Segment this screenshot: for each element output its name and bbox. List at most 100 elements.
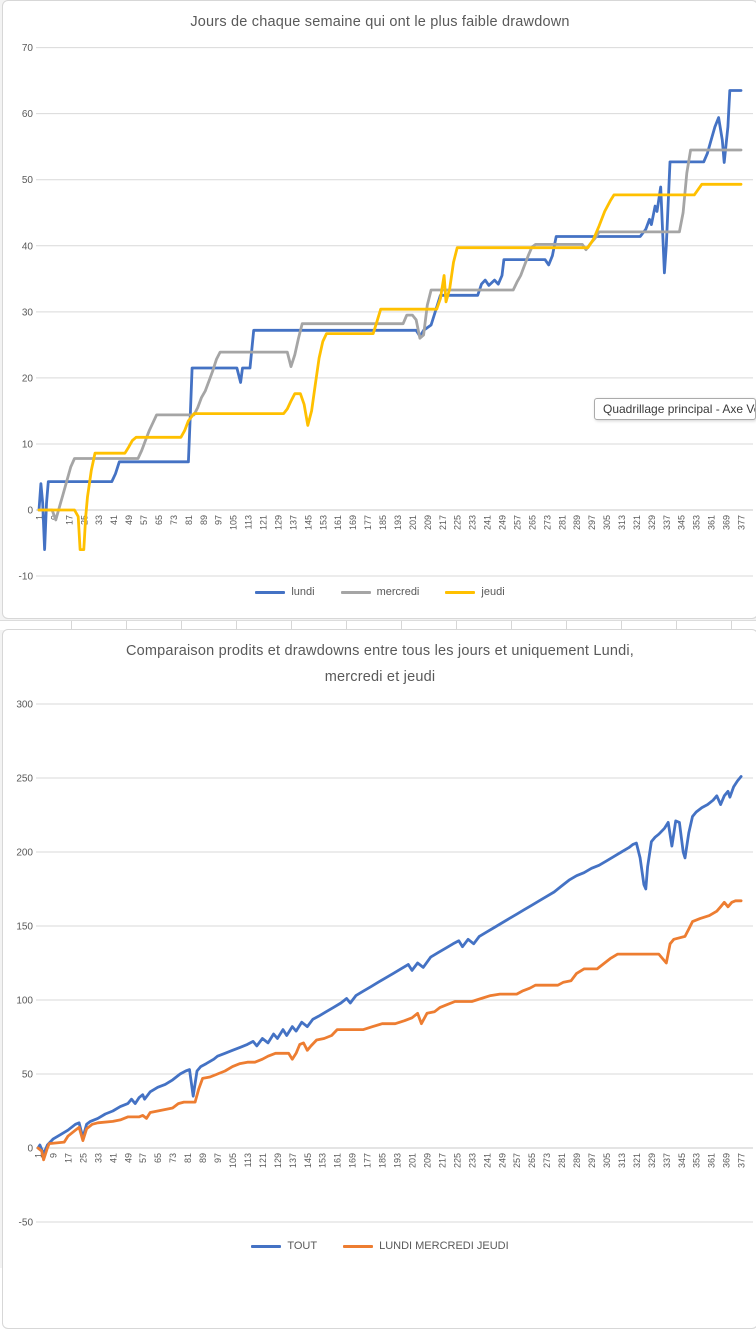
legend-swatch <box>340 590 371 594</box>
x-axis-tick-label: 265 <box>527 1153 537 1168</box>
x-axis-tick-label: 113 <box>243 1153 253 1167</box>
x-axis-tick-label: 33 <box>94 515 104 525</box>
x-axis-tick-label: 353 <box>692 1153 702 1168</box>
x-axis-tick-label: 25 <box>78 1153 88 1163</box>
series-line-jeudi[interactable] <box>37 182 743 551</box>
x-axis-tick-label: 137 <box>288 1153 298 1168</box>
y-axis-tick-label: 30 <box>22 307 34 318</box>
legend-label: lundi <box>291 586 315 598</box>
x-axis-tick-label: 201 <box>408 515 418 530</box>
legend-swatch <box>343 1244 374 1248</box>
legend-swatch <box>445 590 476 594</box>
x-axis-tick-label: 249 <box>497 1153 507 1168</box>
x-axis-tick-label: 185 <box>378 1153 388 1168</box>
x-axis-tick-label: 281 <box>557 1153 567 1168</box>
series-line-lundi[interactable] <box>37 89 743 551</box>
y-axis-tick-label: 200 <box>16 848 33 859</box>
x-axis-tick-label: 225 <box>452 1153 462 1168</box>
x-axis-tick-label: 97 <box>213 1153 223 1163</box>
x-axis-tick-label: 17 <box>63 1153 73 1163</box>
x-axis-tick-label: 97 <box>214 515 224 525</box>
legend-item-lundi[interactable]: lundi <box>255 586 315 598</box>
x-axis-tick-label: 209 <box>422 1153 432 1168</box>
x-axis-tick-label: 1 <box>35 515 45 520</box>
gridline-tooltip: Quadrillage principal - Axe Ve <box>594 398 756 420</box>
x-axis-tick-label: 1 <box>34 1153 44 1158</box>
x-axis-tick-label: 337 <box>662 515 672 530</box>
legend-item-lundi-mercredi-jeudi[interactable]: LUNDI MERCREDI JEUDI <box>343 1240 509 1252</box>
x-axis-tick-label: 337 <box>662 1153 672 1168</box>
series-line-tout[interactable] <box>36 775 743 1156</box>
legend-label: mercredi <box>376 586 420 598</box>
y-axis-tick-label: 50 <box>22 1070 34 1081</box>
chart-bottom-comparison[interactable]: Comparaison prodits et drawdowns entre t… <box>2 629 756 1329</box>
y-axis-tick-label: 40 <box>22 241 34 252</box>
x-axis-tick-label: 265 <box>527 515 537 530</box>
x-axis-tick-label: 273 <box>542 1153 552 1168</box>
legend-item-jeudi[interactable]: jeudi <box>445 586 505 598</box>
legend-item-mercredi[interactable]: mercredi <box>340 586 420 598</box>
x-axis-tick-label: 329 <box>647 515 657 530</box>
x-axis-tick-label: 289 <box>572 515 582 530</box>
x-axis-tick-label: 145 <box>303 515 313 530</box>
x-axis-tick-label: 17 <box>64 515 74 525</box>
chart-title-line2: mercredi et jeudi <box>324 669 436 685</box>
x-axis-tick-label: 353 <box>692 515 702 530</box>
x-axis-tick-label: 49 <box>124 515 134 525</box>
legend-label: jeudi <box>481 586 505 598</box>
x-axis-tick-label: 313 <box>617 1153 627 1168</box>
x-axis-tick-label: 297 <box>587 1153 597 1168</box>
y-axis-tick-label: 20 <box>22 373 34 384</box>
x-axis-tick-label: 305 <box>602 1153 612 1168</box>
x-axis-tick-label: 81 <box>184 515 194 525</box>
x-axis-tick-label: 329 <box>647 1153 657 1168</box>
legend-label: LUNDI MERCREDI JEUDI <box>379 1240 509 1252</box>
y-axis-tick-label: 10 <box>22 439 34 450</box>
x-axis-tick-label: 201 <box>408 1153 418 1168</box>
legend-swatch <box>255 590 286 594</box>
y-axis-tick-label: 60 <box>22 109 34 120</box>
legend-item-tout[interactable]: TOUT <box>251 1240 317 1252</box>
x-axis-tick-label: 241 <box>482 1153 492 1168</box>
chart-title: Jours de chaque semaine qui ont le plus … <box>190 14 570 30</box>
x-axis-tick-label: 145 <box>303 1153 313 1168</box>
x-axis-tick-label: 57 <box>138 1153 148 1163</box>
x-axis-tick-label: 369 <box>722 1153 732 1168</box>
x-axis-tick-label: 193 <box>393 1153 403 1168</box>
x-axis-tick-label: 361 <box>707 515 717 530</box>
y-axis-tick-label: 70 <box>22 43 34 54</box>
x-axis-tick-label: 321 <box>632 1153 642 1168</box>
x-axis-tick-label: 161 <box>333 515 343 530</box>
x-axis-tick-label: 289 <box>572 1153 582 1168</box>
x-axis-tick-label: 217 <box>438 515 448 530</box>
x-axis-tick-label: 225 <box>453 515 463 530</box>
x-axis-tick-label: 361 <box>707 1153 717 1168</box>
x-axis-tick-label: 137 <box>288 515 298 530</box>
chart-top-drawdown-days[interactable]: Jours de chaque semaine qui ont le plus … <box>2 0 756 619</box>
y-axis-tick-label: 0 <box>27 506 33 517</box>
x-axis-tick-label: 73 <box>168 1153 178 1163</box>
y-axis-tick-label: 250 <box>16 774 33 785</box>
x-axis-tick-label: 177 <box>363 515 373 530</box>
y-axis-tick-label: -10 <box>19 572 34 583</box>
series-line-mercredi[interactable] <box>37 148 743 522</box>
bottom-chart-plot-area[interactable]: 300 250 200 150 100 50 0 -50 1 9 17 25 33 41 49 57 65 73 8… <box>3 630 756 1330</box>
x-axis-tick-label: 89 <box>198 1153 208 1163</box>
series-line-lundi-mercredi-jeudi[interactable] <box>36 899 743 1162</box>
x-axis-tick-label: 273 <box>542 515 552 530</box>
x-axis-tick-label: 33 <box>93 1153 103 1163</box>
worksheet-gridline-strip <box>0 620 756 630</box>
legend-swatch <box>251 1244 282 1248</box>
x-axis-tick-label: 193 <box>393 515 403 530</box>
x-axis-tick-label: 249 <box>498 515 508 530</box>
top-chart-legend: lundi mercredi jeudi <box>3 586 756 598</box>
x-axis-tick-label: 153 <box>318 1153 328 1168</box>
x-axis-tick-label: 209 <box>423 515 433 530</box>
x-axis-tick-label: 121 <box>259 515 269 530</box>
x-axis-tick-label: 305 <box>602 515 612 530</box>
x-axis-tick-label: 297 <box>587 515 597 530</box>
x-axis-tick-label: 185 <box>378 515 388 530</box>
x-axis-tick-label: 345 <box>677 515 687 530</box>
x-axis-tick-label: 233 <box>467 1153 477 1168</box>
